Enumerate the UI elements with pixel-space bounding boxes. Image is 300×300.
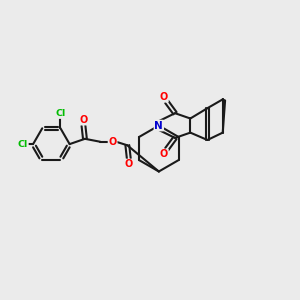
Text: O: O (160, 149, 168, 159)
Text: O: O (109, 137, 117, 147)
Text: O: O (125, 159, 133, 170)
Text: O: O (79, 115, 88, 125)
Text: O: O (160, 92, 168, 102)
Text: Cl: Cl (18, 140, 28, 148)
Text: Cl: Cl (56, 109, 66, 118)
Text: N: N (154, 121, 163, 130)
